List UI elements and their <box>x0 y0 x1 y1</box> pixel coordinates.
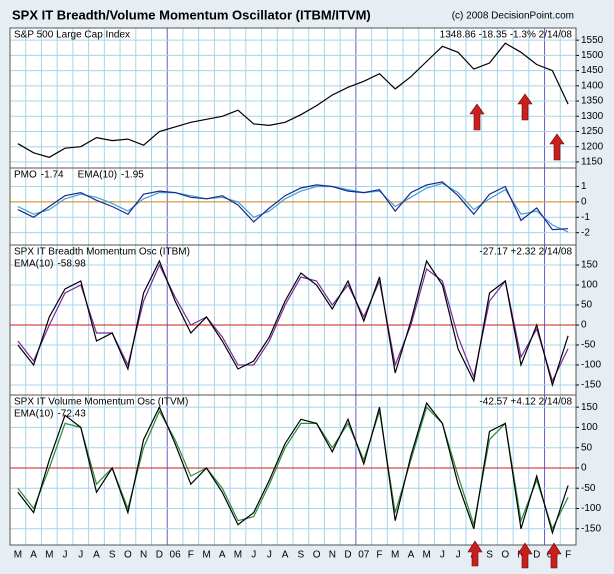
y-tick-label: 0 <box>581 320 587 331</box>
plot-border <box>9 394 577 546</box>
series-line <box>17 259 569 388</box>
series-line <box>17 401 569 535</box>
arrow <box>517 542 533 569</box>
legend-value: -1.95 <box>121 170 144 181</box>
x-tick-label: A <box>282 550 289 561</box>
x-tick-label: S <box>109 550 116 561</box>
legend-entry: S&P 500 Large Cap Index <box>14 30 130 41</box>
legend-entry: EMA(10) <box>14 259 53 270</box>
x-tick-label: D <box>533 550 540 561</box>
x-tick-label: M <box>202 550 210 561</box>
x-tick-label: O <box>124 550 132 561</box>
y-tick-label: 0 <box>581 197 587 208</box>
y-tick-label: 50 <box>581 442 593 453</box>
legend-value: -72.43 <box>57 409 86 420</box>
x-tick-label: J <box>267 550 272 561</box>
y-tick-label: -50 <box>581 340 596 351</box>
copyright: (c) 2008 DecisionPoint.com <box>452 11 574 22</box>
y-tick-label: 100 <box>581 280 598 291</box>
x-tick-label: 07 <box>358 550 370 561</box>
x-tick-label: F <box>565 550 571 561</box>
y-tick-label: -2 <box>581 227 590 238</box>
x-tick-label: 06 <box>170 550 182 561</box>
x-tick-label: J <box>251 550 256 561</box>
y-tick-label: -150 <box>581 380 601 391</box>
x-tick-label: S <box>298 550 305 561</box>
y-tick-label: 50 <box>581 300 593 311</box>
x-tick-label: A <box>30 550 37 561</box>
legend-value: -1.74 <box>41 170 64 181</box>
panel-info: 1348.86 -18.35 -1.3% 2/14/08 <box>440 30 573 41</box>
x-tick-label: N <box>140 550 147 561</box>
chart-title: SPX IT Breadth/Volume Momentum Oscillato… <box>12 7 371 22</box>
y-tick-label: -100 <box>581 503 601 514</box>
arrow <box>467 540 483 567</box>
legend-value: -58.98 <box>57 259 86 270</box>
x-tick-label: M <box>14 550 22 561</box>
y-tick-label: -1 <box>581 212 590 223</box>
legend-entry: SPX IT Volume Momentum Osc (ITVM) <box>14 397 188 408</box>
y-tick-label: 1500 <box>581 50 604 61</box>
y-tick-label: -150 <box>581 523 601 534</box>
y-tick-label: -100 <box>581 360 601 371</box>
x-tick-label: N <box>517 550 524 561</box>
y-tick-label: -50 <box>581 483 596 494</box>
y-tick-label: 1250 <box>581 126 604 137</box>
y-tick-label: 1450 <box>581 65 604 76</box>
x-tick-label: A <box>408 550 415 561</box>
y-tick-label: 1550 <box>581 35 604 46</box>
legend-entry: SPX IT Breadth Momentum Osc (ITBM) <box>14 247 190 258</box>
legend-entry: PMO <box>14 170 37 181</box>
y-tick-label: 150 <box>581 260 598 271</box>
arrows <box>467 93 565 569</box>
series-line <box>17 42 569 158</box>
x-tick-label: F <box>376 550 382 561</box>
y-tick-label: 1300 <box>581 111 604 122</box>
arrow <box>549 133 565 161</box>
arrow <box>546 542 562 569</box>
x-tick-label: J <box>63 550 68 561</box>
x-tick-label: D <box>344 550 351 561</box>
arrow <box>517 93 533 121</box>
x-tick-label: O <box>313 550 321 561</box>
x-tick-label: M <box>45 550 53 561</box>
legend-entry: EMA(10) <box>78 170 117 181</box>
legend-entry: EMA(10) <box>14 409 53 420</box>
y-tick-label: 1350 <box>581 96 604 107</box>
arrow <box>469 103 485 131</box>
x-tick-label: N <box>329 550 336 561</box>
y-tick-label: 1150 <box>581 157 603 168</box>
x-tick-label: M <box>234 550 242 561</box>
x-tick-label: J <box>456 550 461 561</box>
y-tick-label: 150 <box>581 402 598 413</box>
x-tick-label: A <box>219 550 226 561</box>
panel-info: -27.17 +2.32 2/14/08 <box>479 247 572 258</box>
x-tick-label: A <box>93 550 100 561</box>
x-tick-label: J <box>440 550 445 561</box>
x-tick-label: S <box>486 550 493 561</box>
y-tick-label: 1400 <box>581 80 604 91</box>
y-tick-label: 0 <box>581 463 587 474</box>
series-line <box>17 181 569 231</box>
series-line <box>17 182 569 233</box>
panel-info: -42.57 +4.12 2/14/08 <box>479 397 572 408</box>
y-tick-label: 1 <box>581 181 587 192</box>
y-tick-label: 1200 <box>581 141 604 152</box>
plots: 115012001250130013501400145015001550S&P … <box>9 27 604 561</box>
x-tick-label: D <box>156 550 163 561</box>
x-tick-label: O <box>501 550 509 561</box>
x-tick-label: F <box>188 550 194 561</box>
y-tick-label: 100 <box>581 422 598 433</box>
x-tick-label: J <box>78 550 83 561</box>
x-tick-label: M <box>391 550 399 561</box>
x-tick-label: M <box>422 550 430 561</box>
